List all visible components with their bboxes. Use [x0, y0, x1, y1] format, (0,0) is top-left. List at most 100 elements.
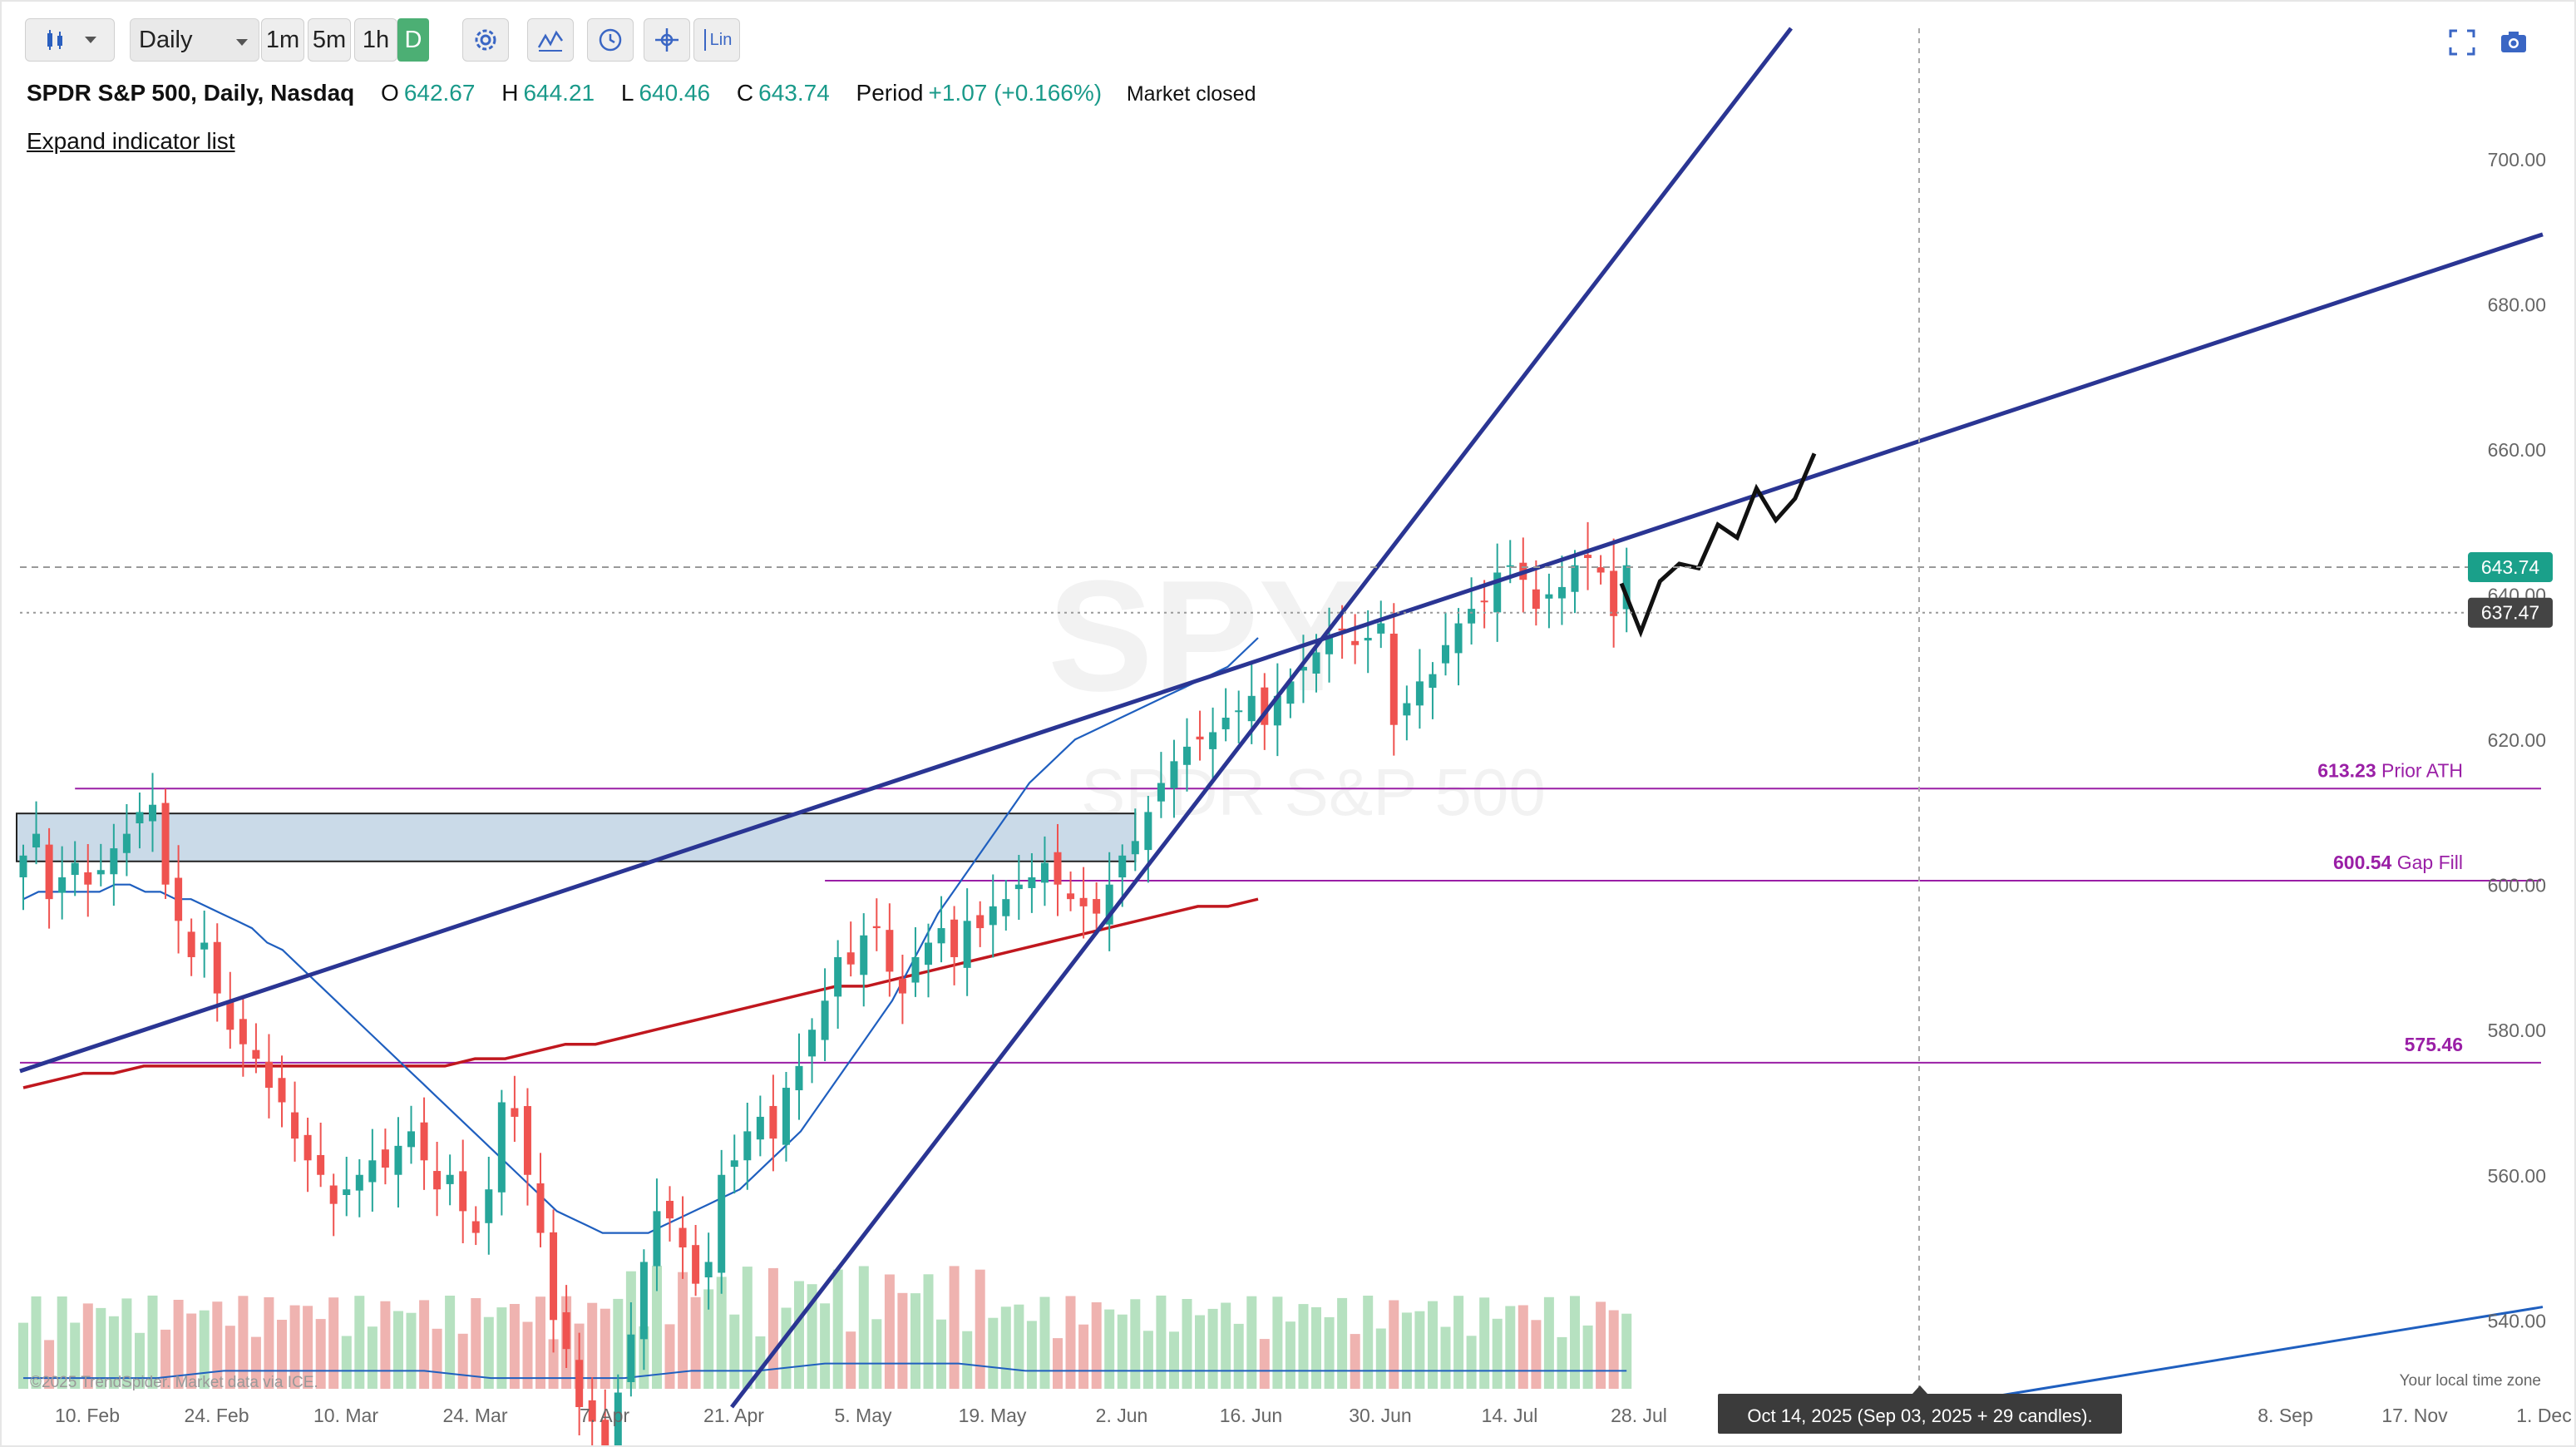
candle-body: [1067, 893, 1075, 900]
candle-body: [704, 1262, 713, 1278]
volume-bar: [1259, 1339, 1270, 1389]
volume-bar: [121, 1298, 132, 1389]
volume-bar: [1570, 1296, 1580, 1389]
candle-body: [187, 931, 195, 957]
candle-body: [32, 833, 41, 848]
volume-bar: [31, 1296, 42, 1389]
volume-bar: [1065, 1296, 1076, 1389]
x-axis-tick: 24. Feb: [185, 1405, 249, 1426]
candle-body: [446, 1174, 454, 1184]
volume-bar: [1169, 1331, 1179, 1389]
level-label: 613.23 Prior ATH: [2317, 759, 2463, 781]
candle-body: [1299, 666, 1307, 671]
x-axis-tick: 10. Feb: [55, 1405, 120, 1426]
volume-bar: [910, 1293, 920, 1389]
candle-body: [898, 978, 906, 994]
candle-body: [1196, 736, 1204, 740]
candle-body: [1209, 732, 1217, 749]
volume-bar: [419, 1300, 430, 1389]
candle-body: [1532, 589, 1540, 610]
market-status: Market closed: [1126, 82, 1256, 106]
candle-body: [523, 1106, 531, 1175]
volume-bar: [186, 1313, 197, 1389]
volume-sma-line: [23, 1362, 1627, 1380]
volume-bar: [703, 1289, 714, 1389]
volume-bar: [729, 1314, 740, 1389]
candle-body: [821, 1000, 829, 1040]
volume-bar: [949, 1266, 960, 1389]
y-axis-tick: 680.00: [2488, 294, 2546, 316]
high-label: H: [501, 80, 519, 106]
candle-body: [71, 862, 79, 876]
interval-1m-button[interactable]: 1m: [261, 18, 304, 62]
x-axis-tick: 5. May: [834, 1405, 892, 1426]
volume-bar: [807, 1284, 817, 1389]
volume-bar: [1389, 1300, 1399, 1389]
volume-bar: [289, 1305, 300, 1389]
interval-1h-button[interactable]: 1h: [354, 18, 397, 62]
candle-body: [459, 1171, 467, 1212]
indicator-icon: [536, 26, 565, 54]
scale-icon: Lin: [702, 27, 732, 52]
candle-body: [1014, 884, 1023, 890]
candle-body: [1584, 555, 1592, 559]
y-axis-tick: 700.00: [2488, 149, 2546, 170]
x-axis-tick: 24. Mar: [443, 1405, 508, 1426]
volume-bar: [690, 1296, 701, 1389]
fullscreen-icon[interactable]: [2448, 28, 2476, 61]
candle-body: [795, 1065, 803, 1091]
volume-bar: [1053, 1338, 1063, 1389]
volume-bars: [18, 1266, 1632, 1389]
candle-body: [1235, 710, 1243, 713]
candle-body: [666, 1201, 674, 1219]
volume-bar: [1440, 1326, 1451, 1389]
candle-body: [692, 1245, 700, 1284]
candle-body: [1415, 681, 1424, 706]
volume-bar: [1557, 1336, 1567, 1389]
scale-button[interactable]: Lin: [693, 18, 740, 62]
volume-bar: [1543, 1296, 1554, 1389]
volume-bar: [135, 1332, 145, 1389]
hover-date-box: [1718, 1394, 2122, 1434]
candle-body: [1442, 644, 1449, 664]
candle-body: [1596, 567, 1605, 573]
chart-type-button[interactable]: [25, 18, 115, 62]
clock-icon: [596, 26, 624, 54]
candle-body: [343, 1189, 351, 1196]
candle-body: [1286, 681, 1295, 704]
indicators-button[interactable]: [527, 18, 574, 62]
volume-bar: [1582, 1325, 1593, 1389]
candle-body: [627, 1334, 635, 1382]
symbol-title: SPDR S&P 500, Daily, Nasdaq: [27, 80, 355, 106]
interval-5m-button[interactable]: 5m: [308, 18, 351, 62]
volume-bar: [1479, 1297, 1490, 1389]
camera-icon[interactable]: [2500, 28, 2528, 61]
interval-dropdown[interactable]: Daily: [130, 18, 259, 62]
candle-body: [1545, 594, 1553, 599]
expand-indicator-list-link[interactable]: Expand indicator list: [27, 128, 235, 154]
candle-body: [1028, 877, 1036, 888]
candle-body: [756, 1116, 764, 1140]
volume-bar: [613, 1298, 624, 1389]
candle-body: [1118, 855, 1127, 878]
candle-body: [925, 942, 932, 965]
hover-date-pointer: [1912, 1385, 1927, 1394]
volume-bar: [1517, 1305, 1528, 1389]
replay-button[interactable]: [587, 18, 634, 62]
candle-body: [846, 952, 855, 965]
crosshair-button[interactable]: [644, 18, 690, 62]
interval-d-button[interactable]: D: [397, 18, 429, 62]
candle-body: [471, 1221, 480, 1233]
candle-body: [1493, 572, 1502, 613]
candle-body: [1183, 746, 1191, 765]
candle-body: [1105, 884, 1113, 925]
candle-body: [834, 956, 842, 997]
candle-body: [58, 877, 67, 893]
candle-body: [1002, 899, 1010, 916]
crosshair-price-tag-box: [2468, 597, 2553, 628]
candles: [19, 521, 1631, 1447]
volume-bar: [1039, 1296, 1050, 1389]
volume-bar: [1117, 1314, 1128, 1389]
settings-button[interactable]: [462, 18, 509, 62]
